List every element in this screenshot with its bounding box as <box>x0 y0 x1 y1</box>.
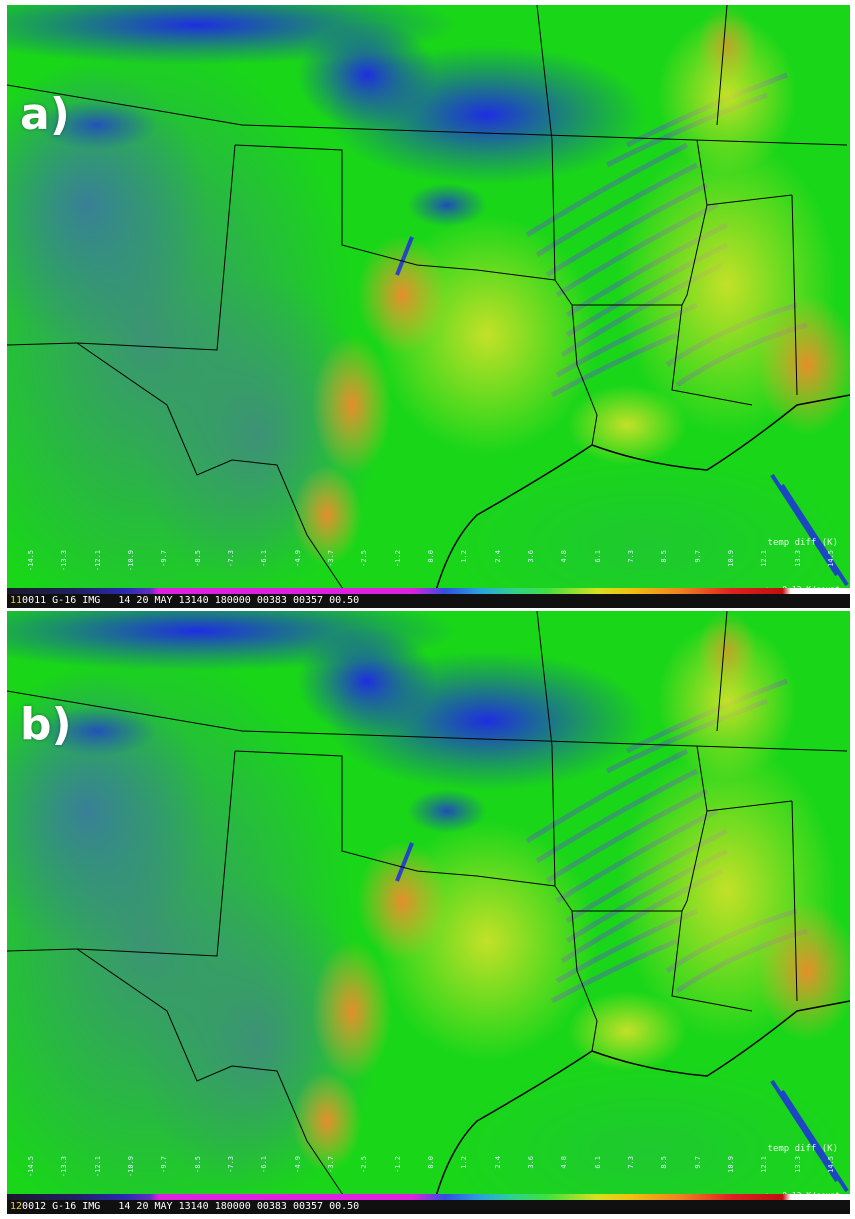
colorbar-tick-label: 4.8 <box>560 1156 569 1169</box>
colorbar-tick-label: 12.1 <box>760 1156 769 1173</box>
colorbar-tick-label: -10.9 <box>127 1156 135 1178</box>
colorbar-tick-label: -13.3 <box>60 1156 69 1178</box>
panel-label: b) <box>20 699 72 750</box>
colorbar-tick-label: 7.3 <box>627 1156 635 1169</box>
colorbar-tick-label: -7.3 <box>227 550 235 567</box>
colorbar-tick-label: -3.7 <box>327 550 335 567</box>
colorbar-tick-label: -3.7 <box>327 1156 335 1173</box>
colorbar-tick-label: 9.7 <box>693 1156 702 1169</box>
colorbar-tick-label: -6.1 <box>260 1156 269 1173</box>
gulf-of-mexico <box>447 455 847 608</box>
colorbar-tick-label: 10.9 <box>727 550 735 567</box>
colorbar-tick-label: -12.1 <box>93 550 102 572</box>
colorbar-tick-label: -2.5 <box>360 1156 369 1173</box>
colorbar-tick-label: 6.1 <box>593 1156 602 1169</box>
colorbar-tick-label: 2.4 <box>493 550 502 563</box>
colorbar-tick-label: -14.5 <box>27 550 35 572</box>
colorbar-tick-label: 6.1 <box>593 550 602 563</box>
colorbar <box>7 588 850 594</box>
dryline-warm-band <box>357 841 447 961</box>
colorbar-tick-label: 10.9 <box>727 1156 735 1173</box>
panel-a: a) temp diff (K) <-- 0.12 K/count -14.5-… <box>7 5 850 608</box>
state-borders <box>7 611 848 1202</box>
panel-label: a) <box>20 89 70 140</box>
colorbar-tick-label: 0.0 <box>427 1156 435 1169</box>
status-bar: 120012 G-16 IMG 14 20 MAY 13140 180000 0… <box>7 1200 850 1214</box>
colorbar-tick-label: -4.9 <box>293 550 302 567</box>
colorbar-tick-label: 0.0 <box>427 550 435 563</box>
colorbar-tick-label: -12.1 <box>93 1156 102 1178</box>
gulf-of-mexico <box>447 1061 847 1214</box>
legend-title: temp diff (K) <box>767 1144 838 1154</box>
colorbar-tick-label: -14.5 <box>27 1156 35 1178</box>
status-text: 0012 G-16 IMG 14 20 MAY 13140 180000 003… <box>22 1201 360 1212</box>
colorbar-tick-label: 1.2 <box>460 550 469 563</box>
colorbar-tick-label: 2.4 <box>493 1156 502 1169</box>
status-text: 0011 G-16 IMG 14 20 MAY 13140 180000 003… <box>22 595 360 606</box>
colorbar-tick-label: -8.5 <box>193 1156 202 1173</box>
colorbar-tick-label: -1.2 <box>393 550 402 567</box>
gulf-coastline <box>431 444 593 606</box>
colorbar-tick-label: -4.9 <box>293 1156 302 1173</box>
colorbar-tick-labels: -14.5 -13.3 -12.1 -10.9 -9.7 -8.5 -7.3 -6.1 -4.9… <box>27 550 850 588</box>
colorbar-tick-label: -9.7 <box>160 1156 169 1173</box>
colorbar-tick-label: -2.5 <box>360 550 369 567</box>
colorbar-tick-label: -9.7 <box>160 550 169 567</box>
panel-b: b) temp diff (K) <-- 0.12 K/count -14.5-… <box>7 611 850 1214</box>
status-bar: 110011 G-16 IMG 14 20 MAY 13140 180000 0… <box>7 594 850 608</box>
colorbar-tick-label: 12.1 <box>760 550 769 567</box>
satellite-difference-image <box>7 611 850 1214</box>
satellite-difference-image <box>7 5 850 608</box>
colorbar-tick-label: -10.9 <box>127 550 135 572</box>
colorbar-tick-label: 7.3 <box>627 550 635 563</box>
colorbar-tick-label: 1.2 <box>460 1156 469 1169</box>
gulf-coastline <box>431 1050 593 1212</box>
colorbar-tick-label: 4.8 <box>560 550 569 563</box>
colorbar-tick-label: 8.5 <box>660 1156 669 1169</box>
dryline-warm-band <box>357 235 447 355</box>
colorbar-tick-label: -13.3 <box>60 550 69 572</box>
colorbar-tick-labels: -14.5 -13.3 -12.1 -10.9 -9.7 -8.5 -7.3 -6.1 -4.9… <box>27 1156 850 1194</box>
colorbar-tick-label: 3.6 <box>527 1156 535 1169</box>
colorbar-tick-label: 14.5 <box>827 550 835 567</box>
colorbar-tick-label: -1.2 <box>393 1156 402 1173</box>
colorbar-tick-label: 13.3 <box>793 550 802 567</box>
colorbar-tick-label: -7.3 <box>227 1156 235 1173</box>
colorbar-tick-label: 14.5 <box>827 1156 835 1173</box>
colorbar-tick-label: 3.6 <box>527 550 535 563</box>
colorbar-tick-label: 9.7 <box>693 550 702 563</box>
colorbar <box>7 1194 850 1200</box>
state-borders <box>7 5 848 596</box>
colorbar-tick-label: 13.3 <box>793 1156 802 1173</box>
frame-number: 12 <box>10 1201 23 1212</box>
frame-number: 11 <box>10 595 23 606</box>
colorbar-tick-label: -8.5 <box>193 550 202 567</box>
legend-title: temp diff (K) <box>767 538 838 548</box>
colorbar-tick-label: 8.5 <box>660 550 669 563</box>
colorbar-tick-label: -6.1 <box>260 550 269 567</box>
